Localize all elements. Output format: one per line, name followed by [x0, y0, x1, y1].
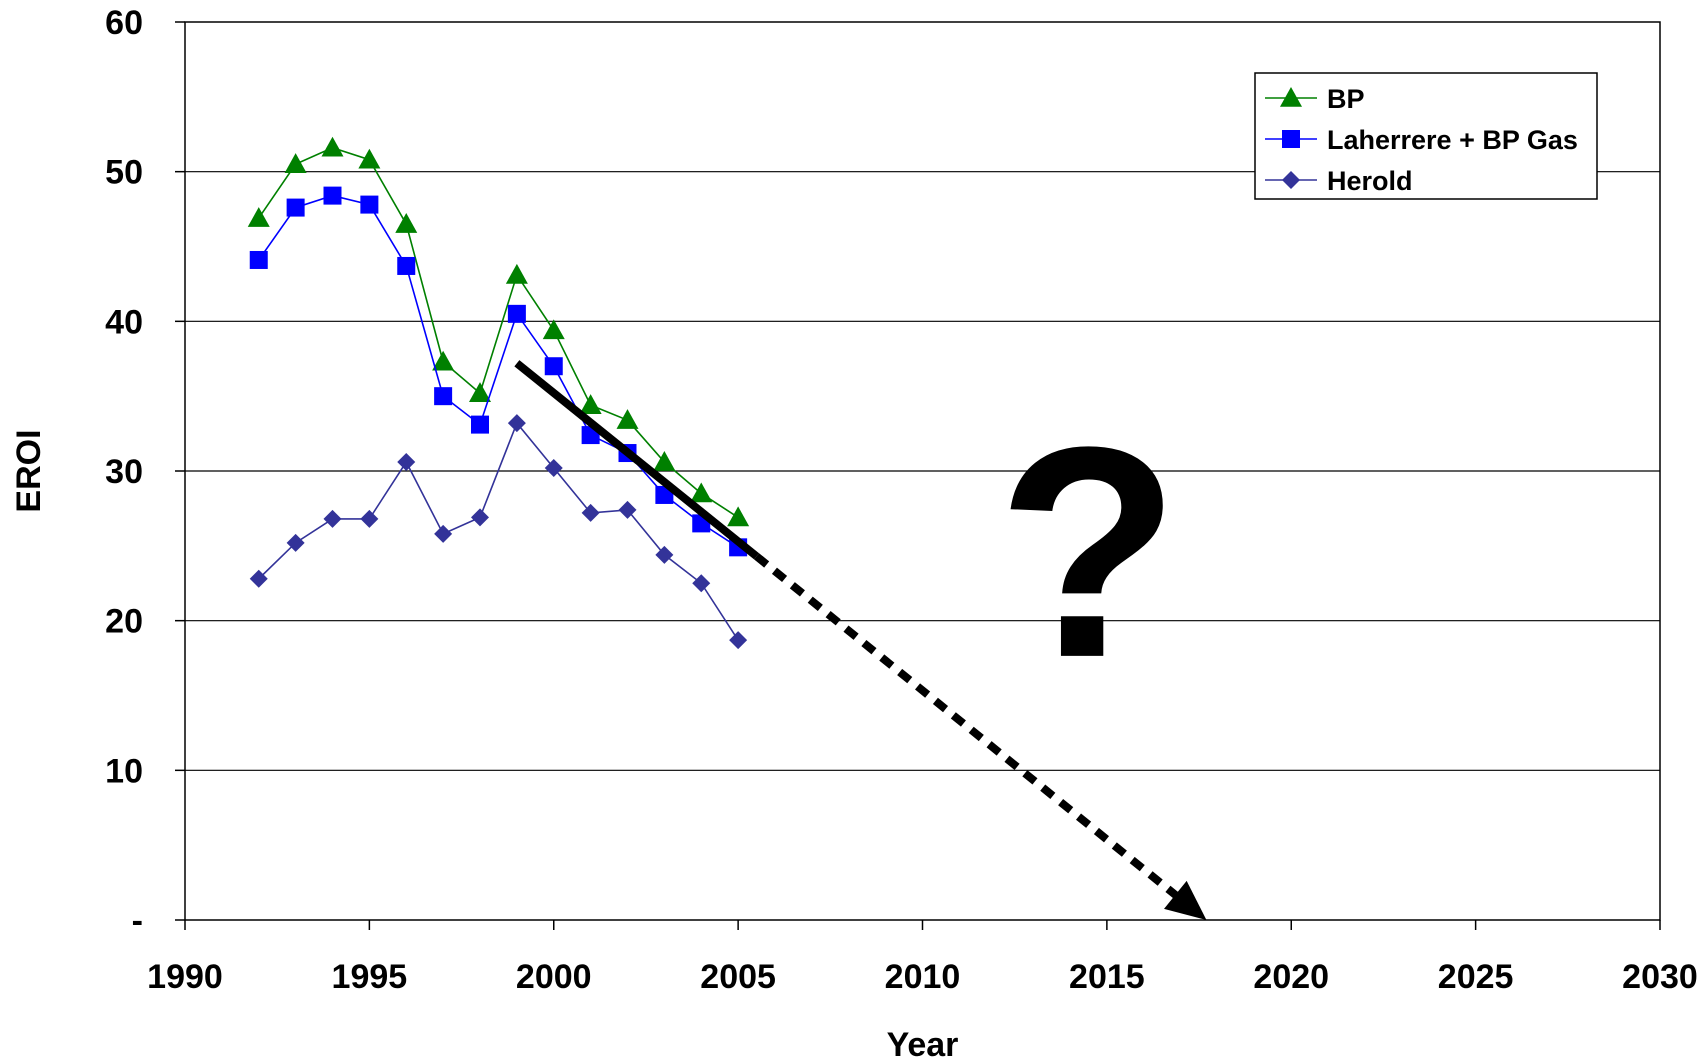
- y-tick-label: 40: [105, 303, 143, 341]
- trend-line: [514, 360, 760, 560]
- data-point: [471, 508, 489, 527]
- data-point: [544, 459, 563, 478]
- data-point: [432, 350, 455, 371]
- legend-marker: [1282, 171, 1300, 189]
- data-point: [690, 482, 713, 503]
- data-point: [655, 545, 674, 564]
- data-point: [286, 198, 305, 217]
- y-axis-ticks: - 10 20 30 40 50 60: [105, 4, 185, 940]
- y-tick-label: 20: [105, 603, 143, 641]
- x-tick-label: 2030: [1622, 958, 1698, 996]
- data-point: [692, 574, 711, 593]
- data-point: [434, 524, 453, 543]
- data-point: [505, 263, 528, 284]
- data-point: [616, 409, 639, 429]
- data-point: [395, 213, 418, 233]
- data-point: [286, 533, 305, 552]
- data-point: [581, 503, 600, 522]
- data-point: [247, 207, 270, 227]
- data-point: [471, 415, 489, 434]
- y-axis-title: EROI: [10, 429, 48, 512]
- data-point: [507, 304, 526, 323]
- legend-item: Laherrere + BP Gas: [1265, 125, 1578, 155]
- data-point: [323, 186, 342, 205]
- legend-item: Herold: [1265, 166, 1413, 196]
- x-tick-label: 1995: [332, 958, 408, 996]
- data-point: [618, 500, 637, 519]
- data-point: [249, 569, 268, 588]
- series-laherrere-bp-gas: [249, 186, 748, 557]
- legend: BP Laherrere + BP Gas Herold: [1254, 72, 1598, 200]
- legend-box: [1254, 72, 1598, 200]
- data-point: [360, 509, 379, 528]
- annotations: ?: [514, 360, 1207, 920]
- data-point: [323, 509, 342, 528]
- data-point: [284, 153, 307, 173]
- data-point: [469, 382, 491, 402]
- x-axis-ticks: 1990 1995 2000 2005 2010 2015 2020 2025 2030: [147, 920, 1698, 996]
- data-point: [397, 256, 416, 275]
- x-tick-label: 2025: [1438, 958, 1514, 996]
- data-point: [507, 414, 526, 433]
- data-point: [729, 631, 748, 650]
- legend-item: BP: [1265, 84, 1365, 114]
- y-tick-label: 50: [105, 154, 143, 192]
- x-axis-title: Year: [887, 1026, 959, 1062]
- data-point: [727, 506, 750, 527]
- legend-marker: [1282, 130, 1300, 148]
- projection-arrowhead: [1164, 880, 1207, 920]
- x-tick-label: 1990: [147, 958, 223, 996]
- data-point: [249, 250, 268, 269]
- y-tick-label: 30: [105, 453, 143, 491]
- y-tick-label: 10: [105, 752, 143, 790]
- series-herold: [249, 414, 748, 650]
- y-tick-label: -: [132, 902, 143, 940]
- data-point: [579, 394, 602, 414]
- y-tick-label: 60: [105, 4, 143, 42]
- legend-marker: [1280, 87, 1302, 107]
- data-point: [321, 136, 344, 157]
- data-point: [358, 148, 381, 169]
- data-point: [653, 451, 676, 471]
- data-point: [542, 319, 565, 340]
- gridlines: [185, 171, 1660, 771]
- data-point: [544, 357, 563, 376]
- x-tick-label: 2005: [700, 958, 776, 996]
- legend-label: Laherrere + BP Gas: [1327, 125, 1578, 155]
- data-point: [434, 387, 453, 406]
- x-tick-label: 2020: [1253, 958, 1329, 996]
- data-point: [397, 453, 416, 472]
- series-bp: [247, 136, 750, 527]
- x-tick-label: 2010: [885, 958, 961, 996]
- x-tick-label: 2015: [1069, 958, 1145, 996]
- legend-label: BP: [1327, 84, 1365, 114]
- x-tick-label: 2000: [516, 958, 592, 996]
- data-point: [360, 195, 379, 214]
- series-lines: [247, 136, 750, 650]
- legend-label: Herold: [1327, 166, 1413, 196]
- question-mark: ?: [997, 384, 1180, 720]
